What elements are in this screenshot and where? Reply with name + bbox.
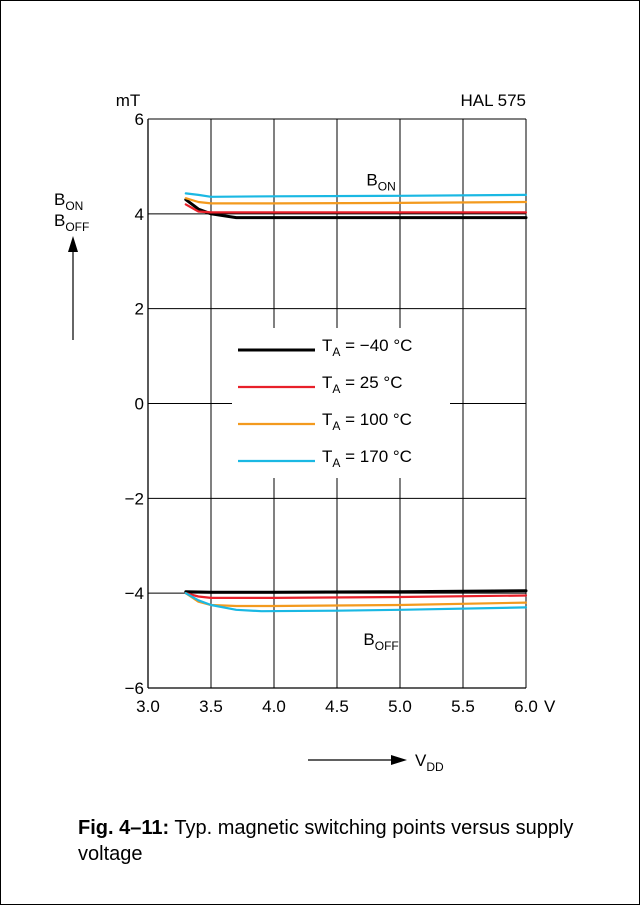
y-unit-label: mT [116, 91, 141, 110]
switching-points-chart: −6 −4 −2 0 2 4 6 3.0 3.5 4.0 4.5 5.0 5.5 6.0 TA = −40… [54, 91, 556, 774]
y-axis-label-on: BON [54, 190, 83, 213]
series-line-on [184, 192, 528, 198]
y-axis-label-off: BOFF [54, 211, 89, 234]
x-tick-label: 3.5 [199, 697, 223, 716]
legend-entry: TA = 100 °C [322, 410, 412, 433]
legend-entry: TA = 25 °C [322, 373, 403, 396]
x-tick-label: 5.0 [388, 697, 412, 716]
legend-entry: TA = −40 °C [322, 336, 412, 359]
y-tick-label: 2 [135, 300, 144, 319]
y-tick-label: 4 [135, 205, 144, 224]
series-line-off [184, 592, 528, 608]
annotation-boff: BOFF [363, 630, 398, 653]
caption-text: Typ. magnetic switching points versus su… [78, 817, 574, 865]
x-unit-label: V [544, 697, 556, 716]
tick-labels: −6 −4 −2 0 2 4 6 3.0 3.5 4.0 4.5 5.0 5.5 6.0 [125, 110, 538, 716]
x-tick-label: 3.0 [136, 697, 160, 716]
annotation-bon: BON [366, 170, 395, 193]
x-tick-label: 4.0 [262, 697, 286, 716]
y-axis-arrow-head [68, 236, 78, 252]
x-tick-label: 5.5 [451, 697, 475, 716]
series-line-off [184, 589, 528, 594]
y-tick-label: −4 [125, 584, 144, 603]
legend: TA = −40 °C TA = 25 °C TA = 100 °C TA = 170… [232, 328, 450, 478]
y-tick-label: 0 [135, 395, 144, 414]
figure-caption: Fig. 4–11: Typ. magnetic switching point… [78, 815, 598, 867]
legend-entry: TA = 170 °C [322, 447, 412, 470]
series-line-off [184, 592, 528, 600]
series-line-on [184, 203, 528, 214]
series-line-on [184, 198, 528, 220]
x-tick-label: 6.0 [514, 697, 538, 716]
y-tick-label: −6 [125, 679, 144, 698]
caption-label: Fig. 4–11: [78, 817, 170, 839]
legend-background [232, 328, 450, 478]
y-tick-label: 6 [135, 110, 144, 129]
series-line-off [184, 592, 528, 613]
x-axis-label: VDD [415, 751, 444, 774]
series-line-on [184, 197, 528, 205]
x-axis-arrow-head [391, 755, 407, 765]
x-tick-label: 4.5 [325, 697, 349, 716]
y-tick-label: −2 [125, 489, 144, 508]
data-lines [184, 192, 528, 613]
chart-title: HAL 575 [460, 91, 526, 110]
